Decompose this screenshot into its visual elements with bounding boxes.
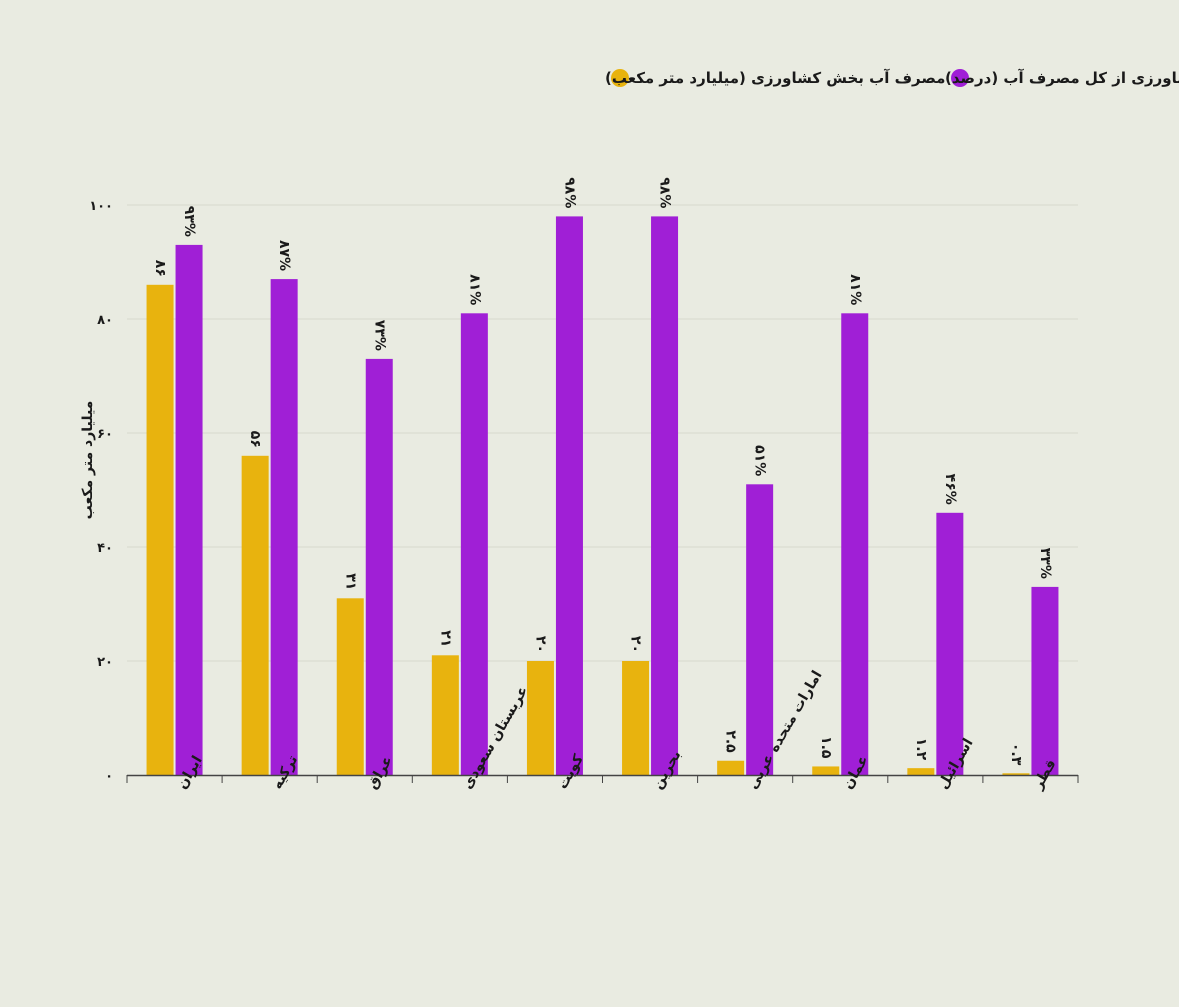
bar-percent bbox=[175, 244, 203, 775]
value-label-consumption: ۲۰ bbox=[532, 636, 548, 653]
bar-percent bbox=[841, 313, 869, 775]
value-label-consumption: ۵۶ bbox=[247, 431, 263, 448]
gridlines bbox=[127, 204, 1078, 662]
value-label-consumption: ۱.۲ bbox=[913, 738, 929, 761]
value-label-consumption: ۳۱ bbox=[342, 573, 358, 590]
bar-percent bbox=[1031, 586, 1059, 775]
bars bbox=[146, 216, 1059, 775]
legend-item-percent: سهم کشاورزی از کل مصرف آب (درصد) bbox=[945, 69, 1179, 87]
y-tick-label: ۴۰ bbox=[97, 541, 113, 556]
value-label-percent: ۷۳% bbox=[371, 320, 387, 351]
bar-consumption bbox=[812, 766, 840, 775]
value-label-percent: ۸۷% bbox=[276, 240, 292, 271]
bar-consumption bbox=[622, 661, 650, 775]
x-axis-ticks bbox=[126, 775, 1079, 783]
legend-swatch-percent bbox=[951, 69, 969, 87]
bar-percent bbox=[555, 216, 583, 775]
value-label-percent: ۴۶% bbox=[942, 474, 958, 505]
value-label-consumption: ۱.۵ bbox=[818, 736, 834, 759]
legend: سهم کشاورزی از کل مصرف آب (درصد) مصرف آب… bbox=[605, 69, 1179, 87]
bar-consumption bbox=[717, 760, 745, 775]
bar-percent bbox=[651, 216, 679, 775]
bar-percent bbox=[270, 279, 298, 775]
legend-swatch-consumption bbox=[611, 69, 629, 87]
bar-consumption bbox=[146, 284, 174, 775]
value-label-consumption: ۰.۳ bbox=[1008, 743, 1024, 766]
legend-label-consumption: مصرف آب بخش کشاورزی (میلیارد متر مکعب) bbox=[605, 69, 945, 87]
bar-consumption bbox=[241, 455, 269, 775]
bar-consumption bbox=[907, 768, 935, 775]
legend-item-consumption: مصرف آب بخش کشاورزی (میلیارد متر مکعب) bbox=[605, 69, 945, 87]
y-tick-label: ۰ bbox=[105, 769, 113, 784]
y-axis-title: میلیارد متر مکعب bbox=[80, 401, 96, 520]
value-label-percent: ۸۱% bbox=[847, 274, 863, 305]
y-tick-label: ۶۰ bbox=[97, 427, 113, 442]
value-label-consumption: ۲.۵ bbox=[723, 730, 739, 753]
value-label-consumption: ۲۱ bbox=[437, 630, 453, 647]
bar-percent bbox=[460, 313, 488, 775]
value-label-percent: ۳۳% bbox=[1037, 548, 1053, 579]
legend-label-percent: سهم کشاورزی از کل مصرف آب (درصد) bbox=[945, 69, 1179, 87]
value-label-percent: ۸۱% bbox=[466, 274, 482, 305]
bar-percent bbox=[746, 484, 774, 775]
value-label-percent: ۹۸% bbox=[657, 177, 673, 208]
y-tick-label: ۸۰ bbox=[97, 313, 113, 328]
value-label-percent: ۹۸% bbox=[561, 177, 577, 208]
y-axis-ticks: ۰ ۲۰ ۴۰ ۶۰ ۸۰ ۱۰۰ bbox=[89, 199, 113, 784]
value-label-percent: ۹۳% bbox=[181, 206, 197, 237]
bar-consumption bbox=[1002, 773, 1030, 775]
value-label-consumption: ۸۶ bbox=[152, 260, 168, 277]
bar-consumption bbox=[526, 661, 554, 775]
value-label-percent: ۵۱% bbox=[752, 445, 768, 476]
value-labels: ۸۶ ۹۳% ۵۶ ۸۷% ۳۱ ۷۳% ۲۱ ۸۱% ۲۰ ۹۸% ۲۰ ۹۸% ۲.۵ ۵۱% ۱.۵ ۸… bbox=[152, 177, 1053, 765]
bar-consumption bbox=[431, 655, 459, 775]
y-tick-label: ۲۰ bbox=[97, 655, 113, 670]
bar-percent bbox=[936, 512, 964, 775]
bar-percent bbox=[365, 358, 393, 775]
bar-consumption bbox=[336, 598, 364, 775]
value-label-consumption: ۲۰ bbox=[628, 636, 644, 653]
y-tick-label: ۱۰۰ bbox=[89, 199, 113, 214]
